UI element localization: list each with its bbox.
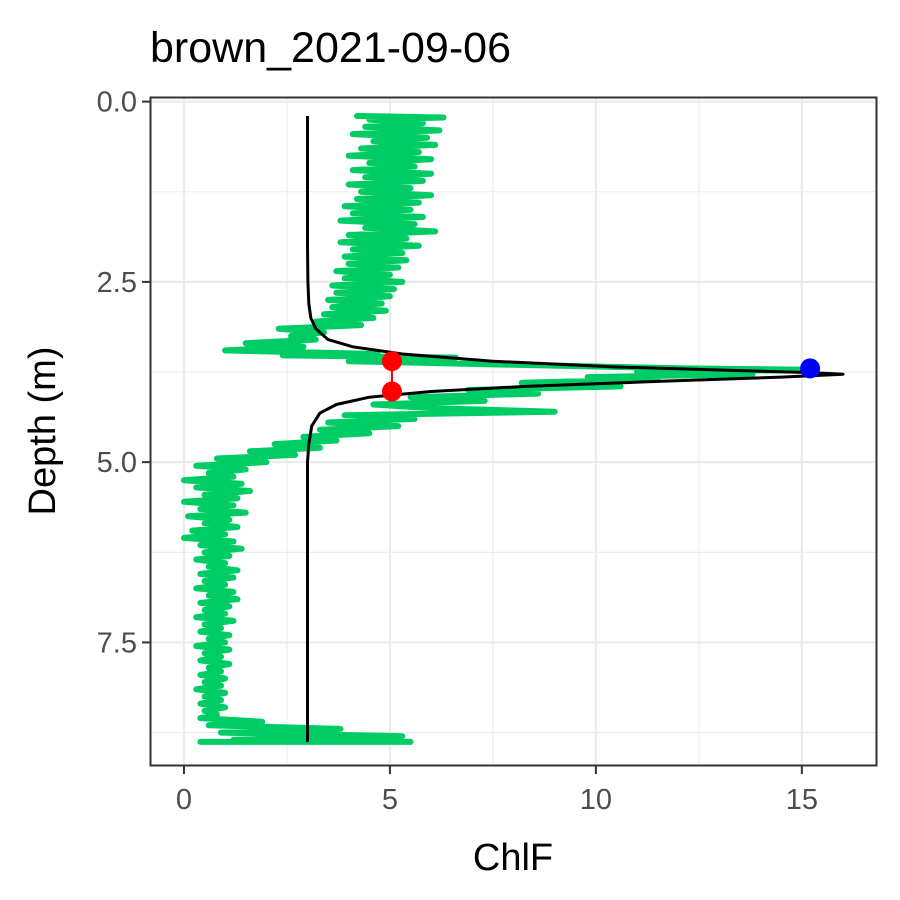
x-tick-label: 15 (786, 784, 818, 816)
y-tick-label: 7.5 (97, 627, 137, 659)
lower-bound-point (381, 381, 402, 402)
observed-profile-line (181, 113, 818, 745)
x-tick-label: 10 (580, 784, 612, 816)
peak-point (800, 358, 821, 379)
series-layer (181, 113, 845, 745)
x-tick-label: 0 (176, 784, 192, 816)
upper-bound-point (381, 351, 402, 372)
panel-border (149, 96, 878, 767)
y-axis-title: Depth (m) (22, 347, 64, 516)
y-tick-label: 0.0 (97, 87, 137, 119)
x-axis-title: ChlF (473, 837, 553, 879)
fitted-curve-line (306, 116, 845, 742)
y-tick-label: 2.5 (97, 267, 137, 299)
y-tick-label: 5.0 (97, 447, 137, 479)
chart-title: brown_2021-09-06 (150, 24, 511, 72)
marker-layer (381, 351, 821, 402)
x-tick-label: 5 (382, 784, 398, 816)
axis-ticks: 0 5 10 15 0.0 2.5 5.0 7.5 (97, 87, 818, 816)
